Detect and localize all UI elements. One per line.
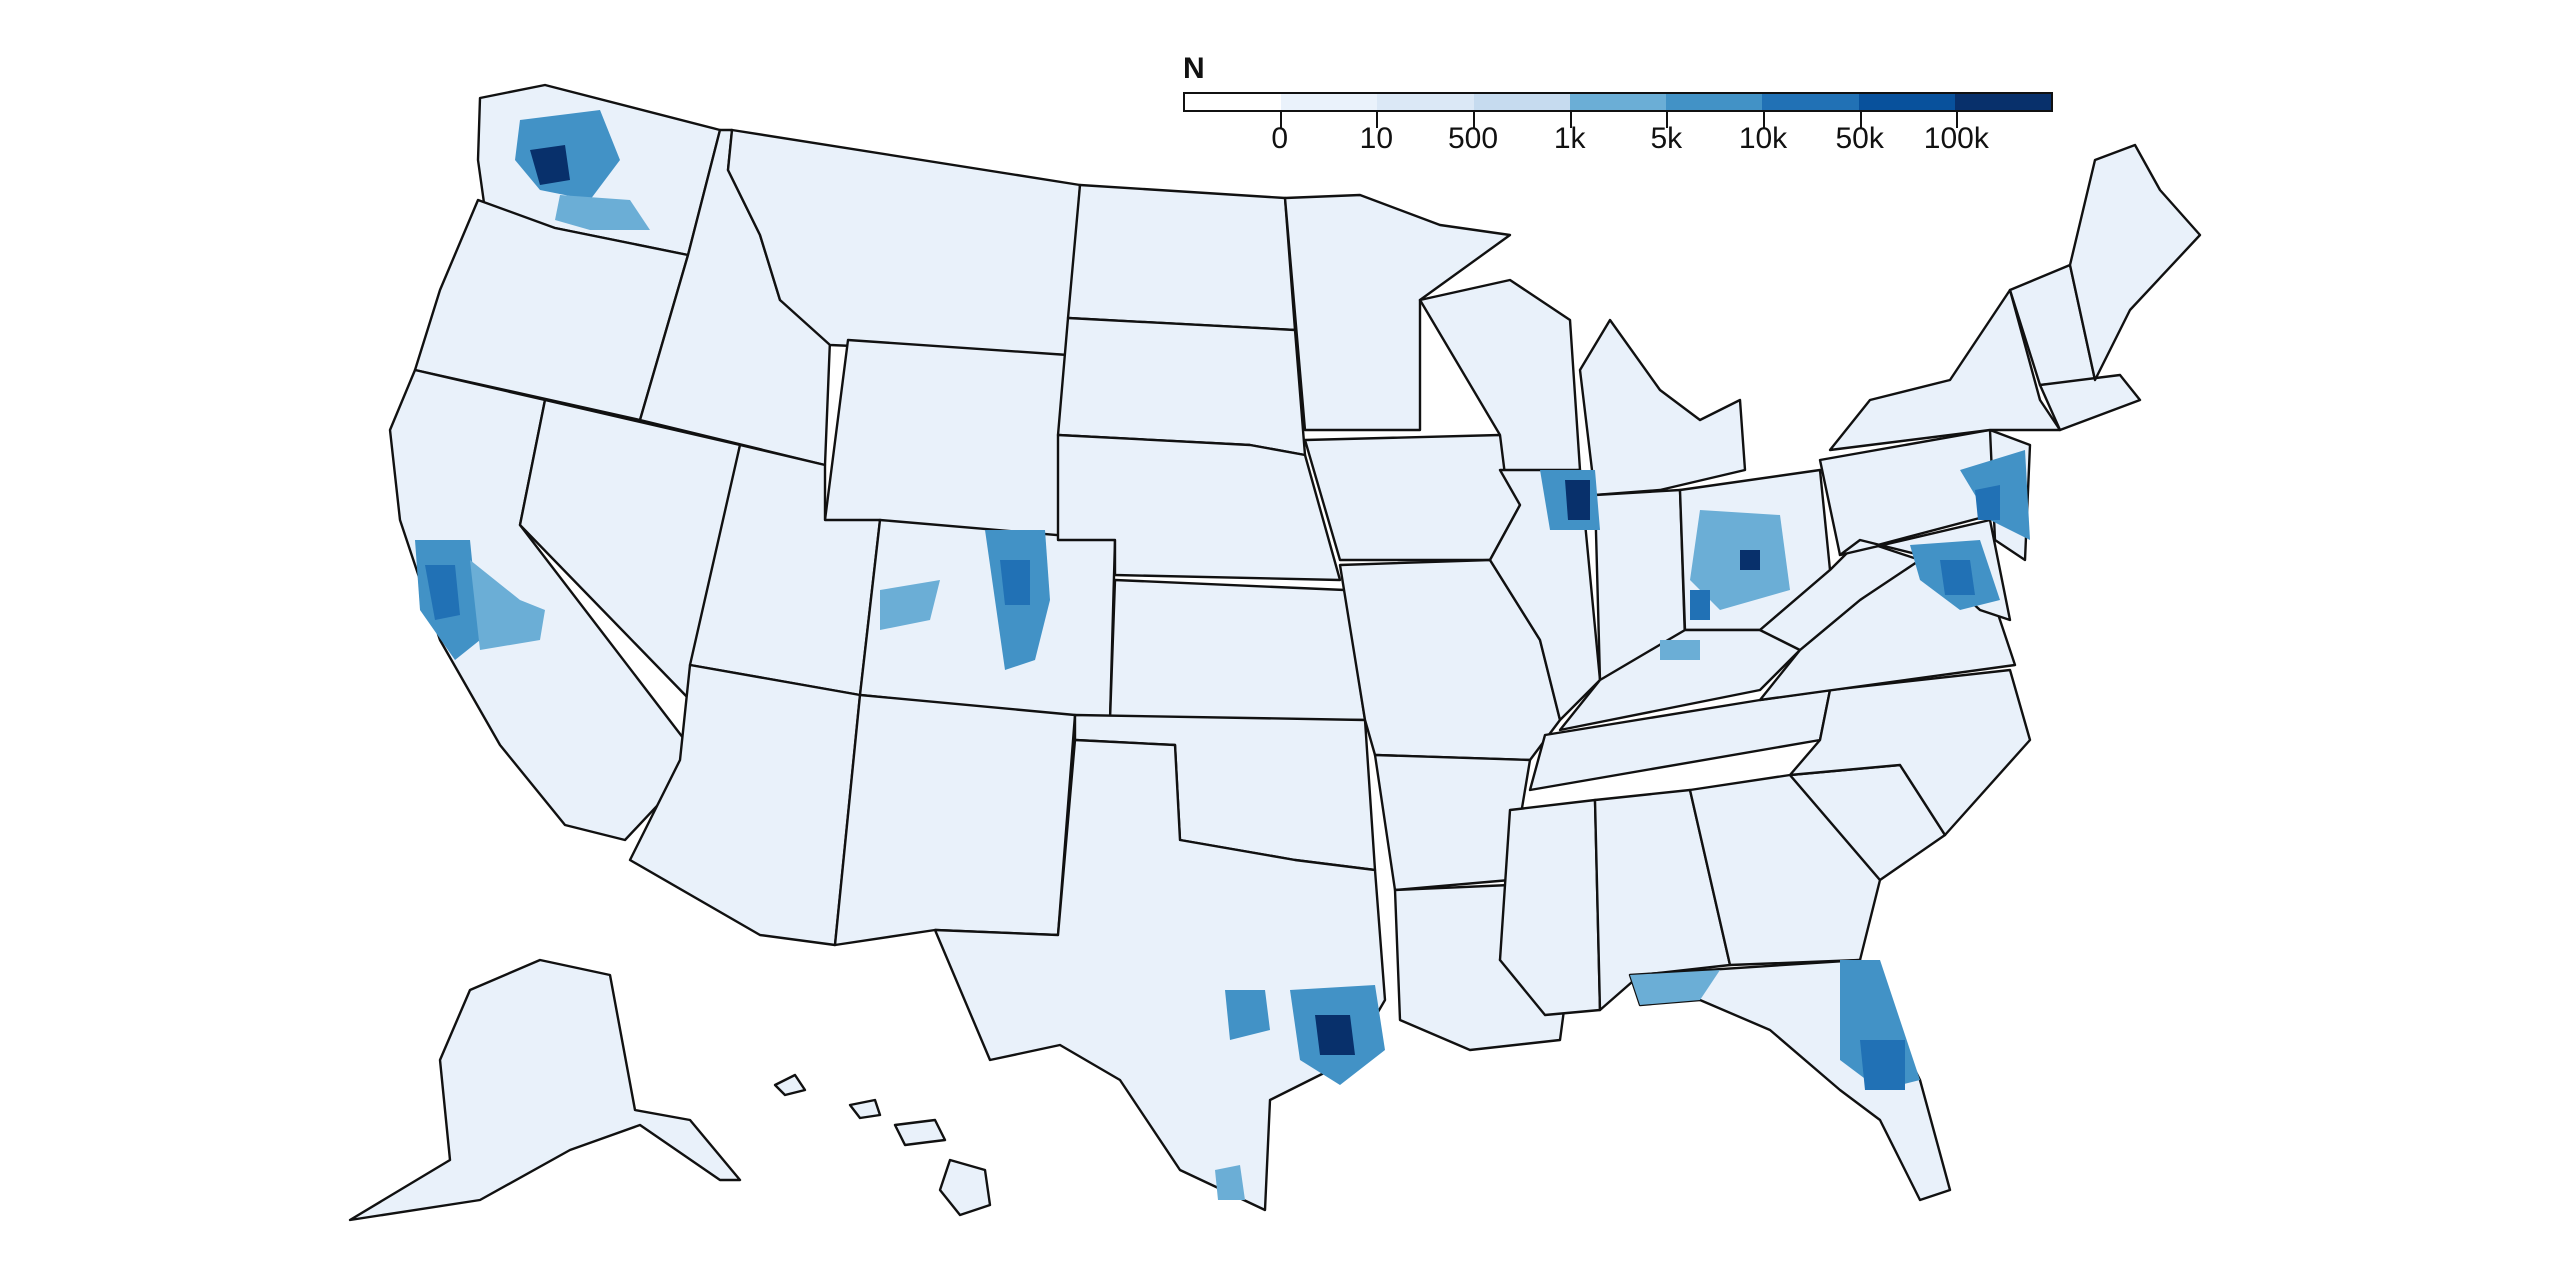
legend-tick: [1763, 112, 1765, 128]
legend-tick: [1376, 112, 1379, 128]
hotspot-layer: [415, 110, 2030, 1200]
legend-ticks: 0 10 500 1k 5k 10k 50k 100k: [1183, 112, 2053, 172]
state-maine: [2068, 143, 2202, 382]
state-texas: [933, 738, 1387, 1212]
hotspot-philly-core: [1975, 485, 2000, 520]
legend-tick: [1279, 112, 1282, 128]
hotspot-bay-area-core: [425, 565, 460, 620]
legend-swatch: [1762, 94, 1859, 110]
legend-swatch: [1666, 94, 1763, 110]
legend-tick-label: 500: [1447, 122, 1499, 155]
legend-swatch: [1185, 94, 1282, 110]
hotspot-fl-panhandle: [1630, 970, 1720, 1005]
hotspot-tx-south: [1215, 1165, 1245, 1200]
legend-tick-label: 0: [1271, 122, 1288, 155]
hotspot-cincinnati: [1690, 590, 1710, 620]
hotspot-kentucky: [1660, 640, 1700, 660]
legend-tick: [1859, 112, 1862, 128]
state-alabama: [1593, 788, 1732, 1012]
state-north-dakota: [1066, 183, 1297, 332]
state-kansas: [1108, 578, 1367, 722]
state-alaska: [348, 958, 742, 1222]
legend-tick-label: 100k: [1923, 122, 1989, 155]
state-arizona: [628, 663, 862, 947]
state-minnesota: [1283, 193, 1512, 432]
legend-tick: [1956, 112, 1959, 128]
legend-title: N: [1183, 52, 1205, 85]
legend-swatch: [1569, 94, 1667, 110]
legend-tick-label: 10k: [1738, 122, 1788, 155]
legend-tick-label: 5k: [1650, 122, 1683, 155]
state-michigan: [1578, 318, 1747, 497]
hotspot-seattle-core: [530, 145, 570, 185]
legend-swatch: [1858, 94, 1955, 110]
state-hawaii-1: [773, 1073, 807, 1097]
hotspot-columbus: [1740, 550, 1760, 570]
hotspot-wa-south: [555, 195, 650, 230]
hotspot-central-ca: [470, 560, 545, 650]
legend-tick: [1569, 112, 1572, 128]
legend-tick-label: 10: [1359, 122, 1394, 155]
state-layer: [348, 83, 2202, 1222]
legend-color-bar: [1183, 92, 2053, 112]
legend-tick-label: 50k: [1835, 122, 1884, 155]
legend-swatch: [1954, 94, 2051, 110]
hotspot-co-west: [880, 580, 940, 630]
legend-tick: [1473, 112, 1475, 128]
legend-swatch: [1377, 94, 1474, 110]
state-iowa: [1303, 433, 1522, 562]
state-south-dakota: [1056, 316, 1307, 457]
state-massachusetts-ct-ri: [2038, 373, 2142, 432]
hotspot-austin: [1225, 990, 1270, 1040]
hotspot-dc-core: [1940, 560, 1975, 595]
hotspot-houston-core: [1315, 1015, 1355, 1055]
legend-swatch: [1473, 94, 1570, 110]
state-georgia: [1688, 773, 1882, 967]
legend-tick-label: 1k: [1553, 122, 1586, 155]
state-new-york: [1828, 288, 2062, 452]
legend-swatch: [1281, 94, 1378, 110]
state-hawaii-3: [893, 1118, 947, 1147]
state-hawaii-2: [848, 1098, 882, 1120]
state-new-mexico: [833, 693, 1077, 947]
legend-tick: [1666, 112, 1669, 128]
state-mississippi: [1498, 798, 1602, 1017]
hotspot-chicago-core: [1565, 480, 1590, 520]
hotspot-denver-core: [1000, 560, 1030, 605]
state-hawaii-big-island: [938, 1158, 992, 1217]
hotspot-florida-central: [1860, 1040, 1905, 1090]
state-nebraska: [1056, 433, 1342, 582]
